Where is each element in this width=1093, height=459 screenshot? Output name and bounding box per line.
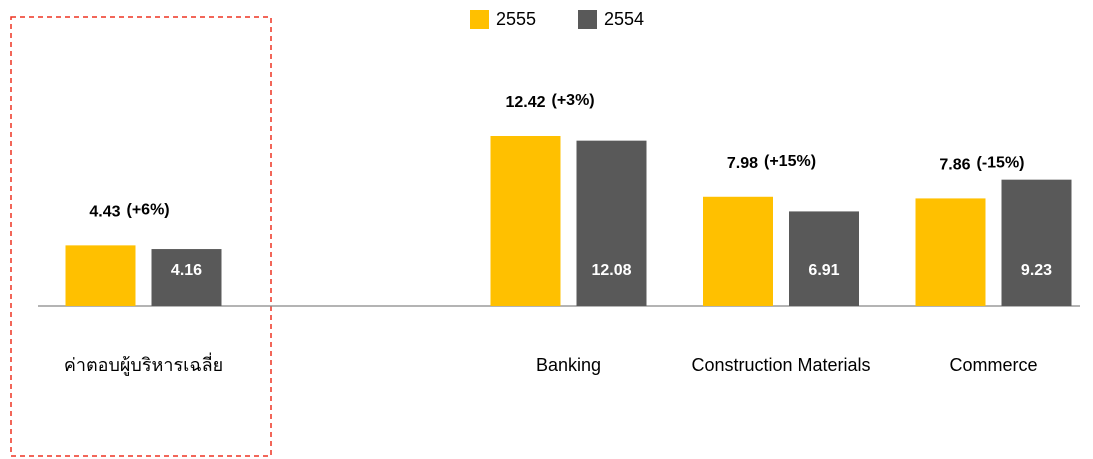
bar [915,198,986,306]
value-label: 7.86 [939,157,970,174]
value-label: 12.08 [591,262,631,279]
value-label: 4.16 [171,262,202,279]
bar [1001,179,1072,306]
legend-swatch [578,10,597,29]
legend-label: 2555 [496,9,536,29]
value-label: 12.42 [505,94,545,111]
legend-label: 2554 [604,9,644,29]
legend-swatch [470,10,489,29]
highlight-box [10,16,272,457]
bar [65,245,136,306]
value-label: 6.91 [808,262,839,279]
change-label: (+6%) [127,202,170,219]
change-label: (+3%) [552,92,595,109]
change-label: (+15%) [764,153,816,170]
bar [490,136,561,306]
x-tick-label: Construction Materials [691,355,870,375]
bar [703,196,773,306]
x-tick-label: Banking [536,355,601,375]
bar [576,140,647,306]
bar [789,211,859,306]
bar [151,249,222,306]
value-label: 7.98 [727,155,758,172]
x-tick-label: Commerce [949,355,1037,375]
value-label: 4.43 [89,204,120,221]
change-label: (-15%) [977,155,1025,172]
x-tick-label: ค่าตอบผู้บริหารเฉลี่ย [64,352,223,376]
value-label: 9.23 [1021,262,1052,279]
